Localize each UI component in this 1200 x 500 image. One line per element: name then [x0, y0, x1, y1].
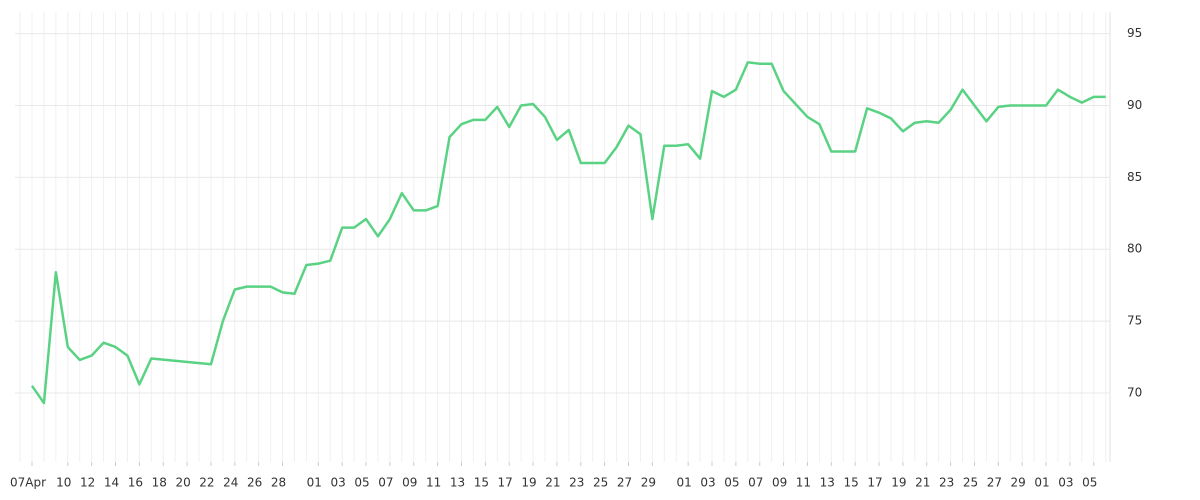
y-tick-label: 80	[1127, 242, 1142, 256]
x-tick-label: 01	[677, 476, 692, 490]
y-tick-label: 85	[1127, 170, 1142, 184]
x-tick-label: 29	[641, 476, 656, 490]
x-tick-label: 05	[724, 476, 739, 490]
x-tick-label: 12	[80, 476, 95, 490]
x-tick-label: 03	[331, 476, 346, 490]
x-tick-label: 13	[820, 476, 835, 490]
x-tick-label: 17	[498, 476, 513, 490]
x-tick-label: 01	[1034, 476, 1049, 490]
x-tick-label: 11	[426, 476, 441, 490]
x-tick-label: 29	[1011, 476, 1026, 490]
x-tick-label: 05	[354, 476, 369, 490]
x-tick-label: 17	[867, 476, 882, 490]
x-tick-label: 07	[378, 476, 393, 490]
x-tick-label: 01	[307, 476, 322, 490]
x-tick-label: 16	[128, 476, 143, 490]
x-tick-label: 20	[175, 476, 190, 490]
x-tick-label: 10	[56, 476, 71, 490]
x-tick-label: 18	[152, 476, 167, 490]
x-tick-label: 14	[104, 476, 119, 490]
x-tick-label: 22	[199, 476, 214, 490]
x-tick-label: 05	[1082, 476, 1097, 490]
x-tick-label: 03	[1058, 476, 1073, 490]
x-tick-label: 09	[402, 476, 417, 490]
x-tick-label: 19	[521, 476, 536, 490]
x-tick-label: 23	[939, 476, 954, 490]
y-tick-label: 90	[1127, 98, 1142, 112]
x-tick-label: 15	[844, 476, 859, 490]
y-tick-label: 75	[1127, 314, 1142, 328]
y-tick-label: 95	[1127, 26, 1142, 40]
x-tick-label: 21	[545, 476, 560, 490]
x-tick-label: 25	[963, 476, 978, 490]
x-tick-label: 28	[271, 476, 286, 490]
x-tick-label: 03	[700, 476, 715, 490]
x-tick-label: 25	[593, 476, 608, 490]
x-tick-label: 09	[772, 476, 787, 490]
x-tick-label: 27	[617, 476, 632, 490]
x-tick-label: 24	[223, 476, 238, 490]
x-tick-label: 13	[450, 476, 465, 490]
x-tick-label: 11	[796, 476, 811, 490]
line	[30, 61, 1106, 405]
x-tick-label: 19	[891, 476, 906, 490]
y-tick-label: 70	[1127, 385, 1142, 399]
x-tick-label: 15	[474, 476, 489, 490]
x-tick-label: 26	[247, 476, 262, 490]
x-tick-label: 07Apr	[10, 476, 46, 490]
x-tick-label: 21	[915, 476, 930, 490]
x-tick-label: 27	[987, 476, 1002, 490]
x-tick-label: 07	[748, 476, 763, 490]
x-tick-label: 23	[569, 476, 584, 490]
